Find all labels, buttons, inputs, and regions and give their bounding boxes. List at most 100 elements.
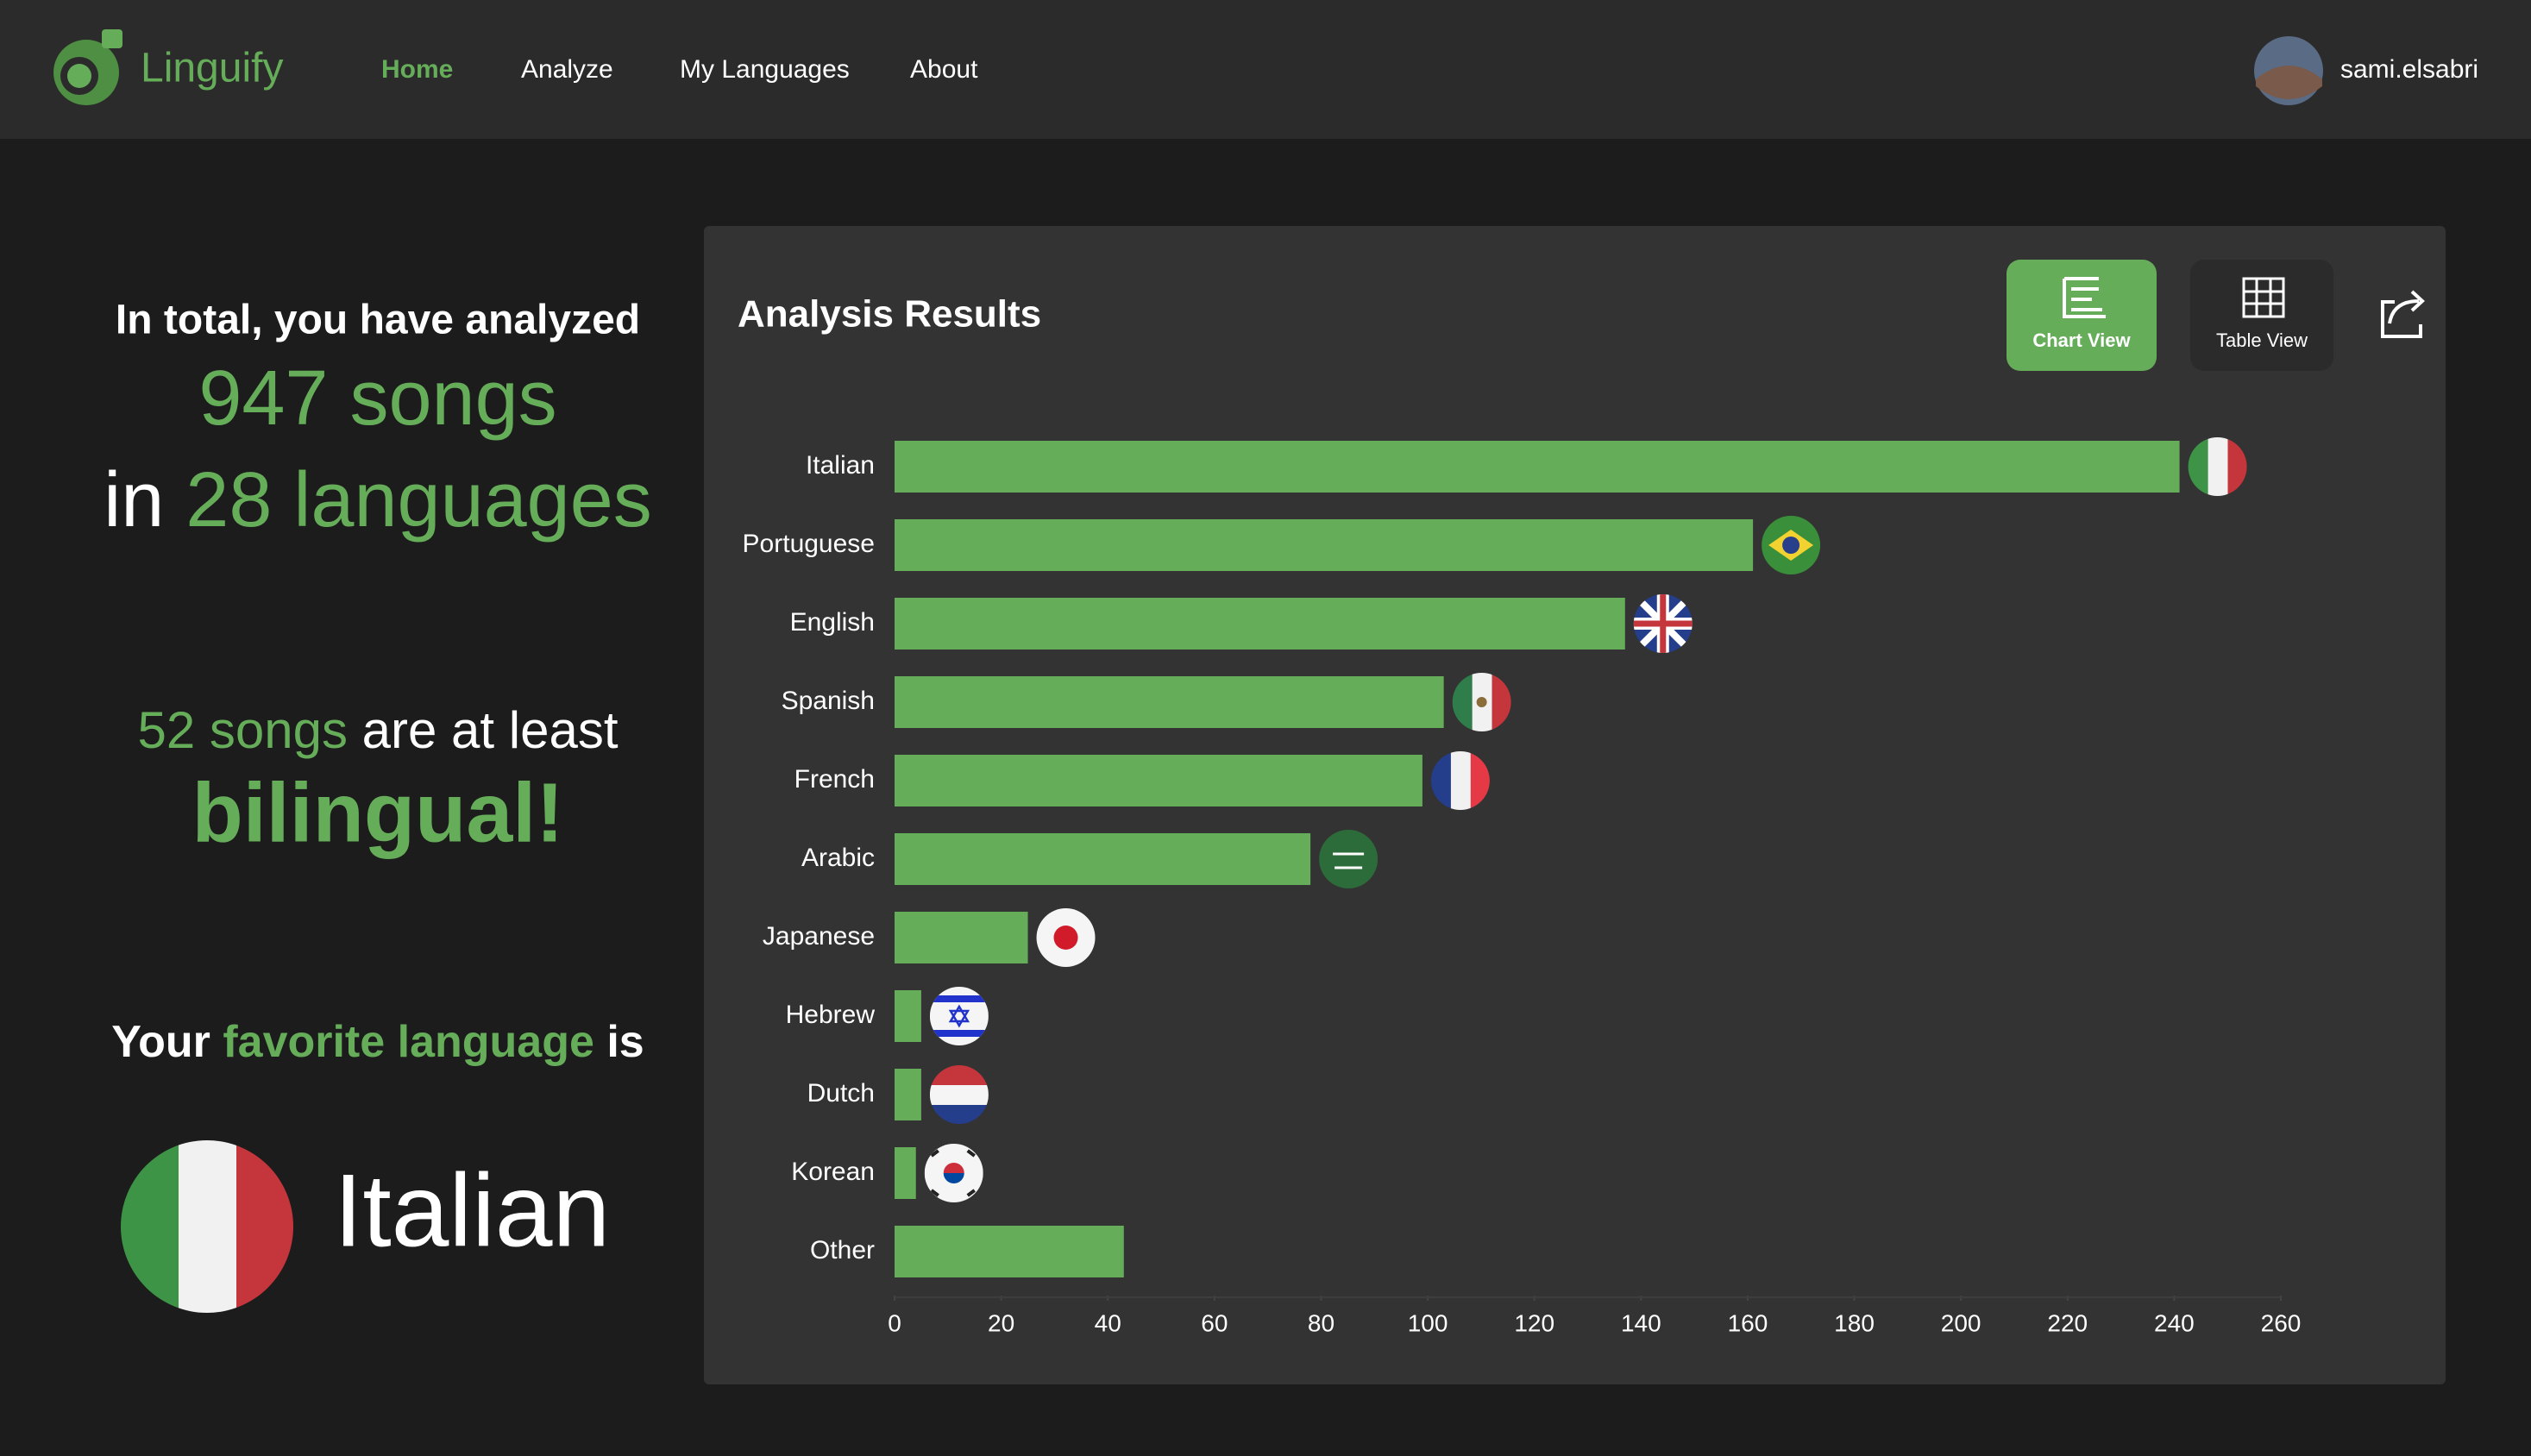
nav-bar	[0, 0, 2531, 139]
y-tick-label: Dutch	[807, 1079, 875, 1108]
flag	[929, 987, 989, 1045]
favorite-flag	[121, 1140, 293, 1313]
bar	[895, 912, 1028, 963]
x-tick-label: 80	[1308, 1309, 1335, 1336]
flag-part	[929, 1030, 989, 1037]
flag-part	[2227, 437, 2247, 496]
y-tick-label: Hebrew	[786, 1001, 876, 1029]
x-tick-label: 200	[1941, 1309, 1981, 1336]
flag-part	[948, 1004, 970, 1028]
button-label[interactable]: Chart View	[2032, 329, 2131, 351]
nav-link[interactable]: My Languages	[680, 55, 850, 84]
flag	[929, 1065, 989, 1124]
bar	[895, 1147, 916, 1199]
bar	[895, 441, 2180, 493]
y-tick-label: Other	[810, 1236, 875, 1265]
summary-line: in 28 languages	[104, 457, 652, 543]
x-tick-label: 40	[1095, 1309, 1121, 1336]
y-tick-label: Japanese	[763, 922, 875, 951]
bilingual-text: are at least	[362, 701, 619, 759]
bilingual: bilingual!	[192, 766, 563, 860]
chart-title: Analysis Results	[738, 293, 1041, 336]
nav-link[interactable]: Home	[381, 55, 453, 84]
flag-part	[1476, 697, 1487, 707]
flag-part	[1782, 537, 1800, 554]
x-tick-label: 60	[1201, 1309, 1228, 1336]
flag-part	[1319, 830, 1379, 888]
flag-part	[930, 1149, 976, 1197]
x-tick-label: 120	[1514, 1309, 1554, 1336]
table-view-button[interactable]: Table View	[2190, 260, 2333, 371]
flag-part	[929, 1105, 989, 1124]
logo[interactable]	[53, 29, 122, 105]
x-tick-label: 260	[2261, 1309, 2302, 1336]
bar	[895, 676, 1444, 728]
brand[interactable]: Linguify	[141, 46, 283, 91]
favorite-language: Italian	[334, 1153, 610, 1269]
summary: In total, you have analyzed 947 songs in…	[104, 298, 652, 1067]
bar	[895, 1069, 921, 1120]
flag-part	[2208, 437, 2228, 496]
bar	[895, 755, 1423, 806]
bar	[895, 519, 1754, 571]
x-tick-label: 20	[988, 1309, 1014, 1336]
flag	[1036, 908, 1096, 967]
flag-part	[1470, 751, 1490, 810]
bar	[895, 833, 1311, 885]
flag-part	[1430, 751, 1451, 810]
flag	[1452, 673, 1511, 731]
flag-part	[929, 995, 989, 1002]
x-tick-label: 220	[2047, 1309, 2088, 1336]
favorite-pre: Your	[111, 1017, 210, 1067]
x-tick-label: 0	[888, 1309, 901, 1336]
x-tick-label: 160	[1728, 1309, 1768, 1336]
x-tick-label: 100	[1408, 1309, 1448, 1336]
summary-intro: In total, you have analyzed	[116, 298, 640, 343]
x-tick-label: 240	[2154, 1309, 2195, 1336]
y-tick-label: Italian	[806, 451, 875, 480]
flag-part	[1633, 594, 1693, 653]
share-button[interactable]	[2381, 290, 2425, 338]
favorite-mid: favorite language	[223, 1017, 594, 1067]
y-tick-label: English	[790, 608, 875, 637]
button-label[interactable]: Table View	[2216, 329, 2308, 351]
y-tick-label: Spanish	[782, 687, 875, 715]
results-panel	[704, 226, 2446, 1384]
languages-count: 28 languages	[185, 457, 651, 543]
plot: 0 20 40 60 80 100 120 140 160 180 200 220 240 260 Ital…	[743, 437, 2302, 1336]
bar	[895, 990, 921, 1042]
flag-part	[1452, 673, 1473, 731]
nav-link[interactable]: About	[910, 55, 978, 84]
flag-part	[929, 1085, 989, 1105]
songs-count: 947 songs	[198, 355, 556, 442]
flag	[924, 1144, 983, 1202]
chart-view-button[interactable]: Chart View	[2007, 260, 2157, 371]
in-word: in	[104, 457, 164, 543]
flag-part	[2188, 437, 2208, 496]
flag-part	[1333, 852, 1365, 869]
username[interactable]: sami.elsabri	[2340, 55, 2478, 84]
y-tick-label: Portuguese	[743, 530, 875, 558]
favorite-line: Your favorite language is	[111, 1017, 644, 1067]
flag	[1633, 594, 1693, 653]
flag	[1430, 751, 1490, 810]
x-tick-label: 180	[1834, 1309, 1875, 1336]
flag	[2188, 437, 2247, 496]
x-tick-label: 140	[1621, 1309, 1661, 1336]
y-tick-label: Korean	[791, 1158, 875, 1186]
flag	[1319, 830, 1379, 888]
y-tick-label: Arabic	[801, 844, 875, 872]
avatar[interactable]	[2254, 36, 2323, 105]
flag-part	[943, 1173, 964, 1183]
bilingual-line: 52 songs are at least	[137, 701, 618, 759]
flag-part	[1053, 926, 1078, 950]
flag-part	[943, 1163, 964, 1173]
flag-part	[1450, 751, 1471, 810]
y-tick-label: French	[794, 765, 875, 794]
nav-link[interactable]: Analyze	[521, 55, 613, 84]
flag-part	[929, 1065, 989, 1085]
bar	[895, 598, 1625, 650]
bar	[895, 1226, 1124, 1277]
